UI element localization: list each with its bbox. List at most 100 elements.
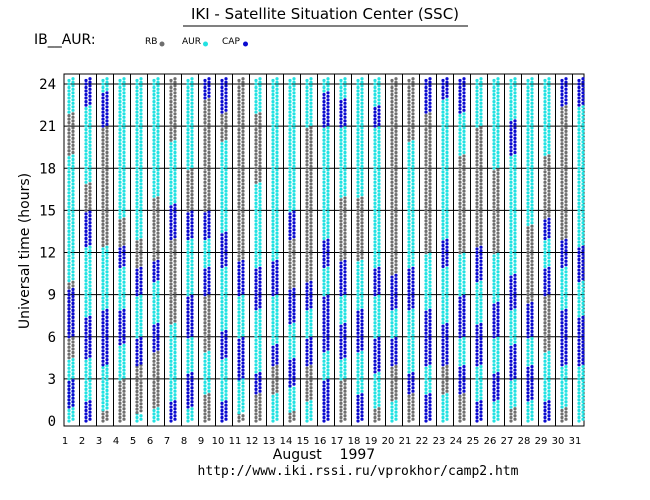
point-day20-rb xyxy=(394,122,398,126)
point-day20-aur xyxy=(390,328,394,332)
point-day25-cap xyxy=(479,266,483,270)
point-day6-cap xyxy=(152,342,156,346)
point-day23-aur xyxy=(441,166,445,170)
point-day11-rb xyxy=(237,247,241,251)
point-day13-aur xyxy=(275,400,279,404)
point-day22-aur xyxy=(424,300,428,304)
point-day14-aur xyxy=(292,80,296,84)
point-day13-aur xyxy=(271,247,275,251)
point-day4-rb xyxy=(118,243,122,248)
point-day6-rb xyxy=(156,368,160,372)
point-day16-cap xyxy=(326,326,330,330)
point-day18-cap xyxy=(360,407,364,411)
point-day8-cap xyxy=(186,296,190,300)
point-day2-cap xyxy=(84,89,88,93)
point-day24-cap xyxy=(462,322,466,327)
station-label: IB__AUR: xyxy=(34,32,96,48)
point-day21-rb xyxy=(411,136,415,140)
point-day22-aur xyxy=(424,391,428,395)
point-day14-rb xyxy=(288,250,292,255)
point-day5-aur xyxy=(135,138,139,142)
point-day24-aur xyxy=(462,280,466,284)
point-day15-rb xyxy=(309,252,313,256)
point-day23-aur xyxy=(441,128,445,132)
point-day17-aur xyxy=(343,178,347,183)
point-day13-aur xyxy=(275,129,279,133)
point-day11-rb xyxy=(241,140,245,144)
point-day18-aur xyxy=(356,377,360,381)
point-day10-rb xyxy=(220,124,224,128)
point-day24-aur xyxy=(462,350,466,355)
point-day11-rb xyxy=(237,215,241,219)
point-day15-aur xyxy=(305,124,309,128)
point-day16-cap xyxy=(326,259,330,263)
point-day6-rb xyxy=(156,221,160,225)
point-day19-cap xyxy=(377,358,381,362)
point-day8-aur xyxy=(190,84,194,88)
point-day23-aur xyxy=(441,117,445,121)
point-day3-aur xyxy=(105,381,109,385)
point-day15-aur xyxy=(305,114,309,118)
point-day19-aur xyxy=(373,208,377,212)
point-day20-rb xyxy=(390,138,394,142)
point-day18-aur xyxy=(356,124,360,128)
point-day16-cap xyxy=(326,91,330,95)
point-day15-aur xyxy=(309,322,313,327)
point-day20-rb xyxy=(390,215,394,219)
point-day12-cap xyxy=(254,380,258,384)
point-day23-aur xyxy=(441,268,445,272)
point-day5-aur xyxy=(139,315,143,319)
point-day7-rb xyxy=(169,300,173,304)
point-day11-rb xyxy=(241,77,245,81)
point-day3-rb xyxy=(105,168,109,172)
point-day10-cap xyxy=(224,242,228,246)
point-day15-rb xyxy=(305,177,309,181)
point-day9-aur xyxy=(207,263,211,267)
point-day11-rb xyxy=(237,92,241,97)
point-day22-cap xyxy=(424,419,428,423)
point-day16-aur xyxy=(326,368,330,372)
point-day18-aur xyxy=(356,149,360,153)
point-day7-rb xyxy=(169,82,173,86)
point-day6-rb xyxy=(152,373,156,377)
point-day5-aur xyxy=(139,298,143,302)
point-day13-rb xyxy=(275,368,279,372)
point-day21-cap xyxy=(407,300,411,304)
point-day14-aur xyxy=(292,386,296,390)
point-day13-cap xyxy=(275,347,279,351)
point-day9-rb xyxy=(207,326,211,330)
point-day8-cap xyxy=(186,380,190,384)
point-day18-aur xyxy=(356,286,360,290)
point-day3-cap xyxy=(105,108,109,112)
point-day23-aur xyxy=(445,126,449,130)
point-day21-rb xyxy=(411,126,415,130)
point-day3-aur xyxy=(105,406,109,410)
point-day5-rb xyxy=(139,395,143,399)
point-day12-aur xyxy=(258,322,262,327)
point-day19-aur xyxy=(373,243,377,248)
point-day13-aur xyxy=(271,342,275,346)
point-day15-aur xyxy=(305,82,309,86)
point-day16-cap xyxy=(326,319,330,323)
point-day9-aur xyxy=(203,254,207,258)
point-day24-rb xyxy=(462,193,466,197)
point-day21-aur xyxy=(407,359,411,363)
point-day22-rb xyxy=(424,114,428,118)
point-day5-rb xyxy=(139,405,143,409)
point-day21-cap xyxy=(407,391,411,395)
point-day19-aur xyxy=(373,145,377,149)
point-day18-aur xyxy=(360,277,364,281)
point-day2-cap xyxy=(84,82,88,86)
point-day6-aur xyxy=(156,417,160,421)
point-day21-rb xyxy=(407,138,411,142)
point-day11-cap xyxy=(237,366,241,370)
point-day2-aur xyxy=(84,307,88,311)
point-day7-rb xyxy=(173,298,177,302)
point-day19-aur xyxy=(373,222,377,226)
point-day17-cap xyxy=(339,279,343,283)
point-day25-aur xyxy=(475,391,479,395)
point-day1-cap xyxy=(71,333,75,337)
point-day25-rb xyxy=(479,168,483,172)
point-day6-aur xyxy=(152,163,156,167)
point-day18-aur xyxy=(360,386,364,390)
